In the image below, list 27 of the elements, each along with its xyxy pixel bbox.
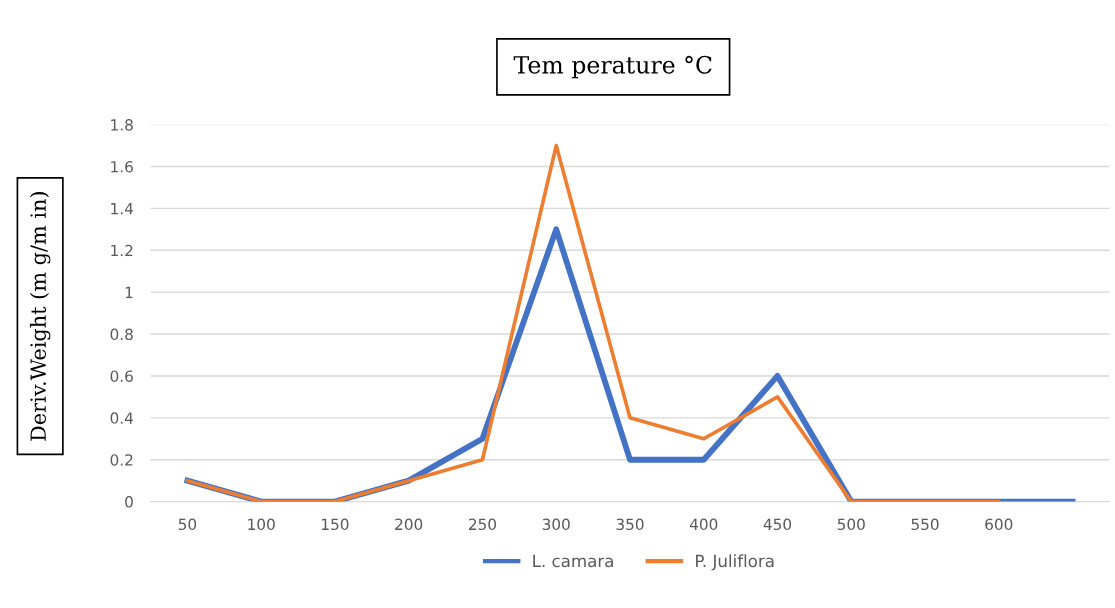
y-tick-label: 1.8 [111,119,133,131]
y-axis-title: Deriv.Weight (m g/m in) [29,192,51,441]
y-tick-label: 1.2 [111,244,133,257]
x-tick-label: 150 [322,518,349,531]
legend-label: P. Juliflora [696,554,774,571]
x-tick-label: 400 [689,518,718,531]
x-tick-label: 50 [178,518,197,531]
y-tick-label: 0 [125,496,133,508]
x-tick-label: 500 [837,518,865,531]
line-series [185,143,1001,502]
y-tick-label: 1 [125,286,133,298]
y-tick-label: 0.8 [110,328,133,341]
legend-label: L. camara [533,554,613,568]
x-tick-label: 600 [985,518,1013,531]
x-tick-label: 200 [395,518,423,531]
x-tick-label: 350 [616,518,644,531]
x-tick-label: 450 [763,518,792,531]
chart-title: Tem perature °C [513,55,712,79]
y-tick-label: 0.6 [110,370,133,382]
x-tick-label: 100 [248,518,275,531]
y-tick-label: 1.4 [111,203,133,215]
x-tick-label: 300 [542,518,570,531]
y-tick-label: 0.2 [110,454,133,466]
y-tick-label: 1.6 [111,160,133,173]
x-tick-label: 250 [468,518,497,531]
x-tick-label: 550 [911,518,939,531]
y-tick-label: 0.4 [110,412,133,424]
